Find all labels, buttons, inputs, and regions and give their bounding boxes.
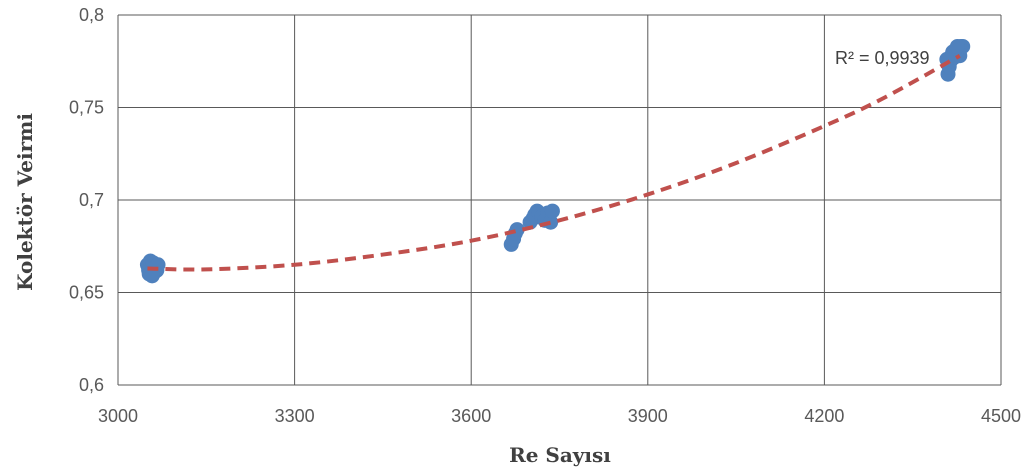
x-axis-title: Re Sayısı xyxy=(509,443,611,467)
y-tick-label: 0,65 xyxy=(69,283,104,303)
trendline xyxy=(147,53,961,272)
x-tick-label: 4500 xyxy=(981,406,1021,426)
x-tick-label: 4200 xyxy=(804,406,844,426)
data-point xyxy=(509,222,525,238)
x-tick-label: 3300 xyxy=(275,406,315,426)
x-tick-label: 3900 xyxy=(628,406,668,426)
data-point xyxy=(543,214,559,230)
data-points xyxy=(139,38,971,284)
r-squared-annotation: R² = 0,9939 xyxy=(835,48,930,68)
y-tick-label: 0,6 xyxy=(79,375,104,395)
x-tick-label: 3000 xyxy=(98,406,138,426)
y-tick-label: 0,75 xyxy=(69,98,104,118)
y-axis-title: Kolektör Veirmi xyxy=(13,113,37,291)
x-tick-labels: 3000 3300 3600 3900 4200 4500 xyxy=(98,406,1021,426)
y-tick-labels: 0,6 0,65 0,7 0,75 0,8 xyxy=(69,5,104,395)
y-tick-label: 0,7 xyxy=(79,190,104,210)
x-tick-label: 3600 xyxy=(451,406,491,426)
data-point xyxy=(144,268,160,284)
grid xyxy=(117,14,1002,386)
data-point xyxy=(949,38,965,54)
data-point xyxy=(544,203,560,219)
y-tick-label: 0,8 xyxy=(79,5,104,25)
